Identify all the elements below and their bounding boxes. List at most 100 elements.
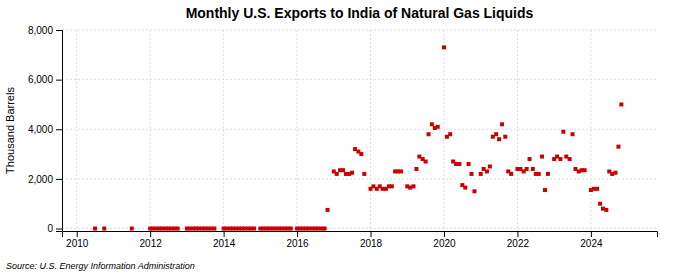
tick: 2010: [66, 231, 89, 249]
tick-mark: [56, 179, 62, 180]
point: [531, 167, 535, 171]
points: [93, 45, 623, 230]
point: [436, 125, 440, 129]
point: [335, 172, 339, 176]
point: [558, 157, 562, 161]
axis-line: [56, 31, 63, 232]
point: [497, 137, 501, 141]
point: [598, 202, 602, 206]
tick: 2022: [507, 231, 530, 249]
tick-mark: [297, 231, 298, 237]
point: [463, 186, 467, 190]
y-axis-label: Thousand Barrels: [4, 87, 16, 174]
grid-line: [76, 30, 77, 231]
tick: 2024: [580, 231, 603, 249]
tick-label: 2014: [213, 238, 236, 249]
point: [571, 132, 575, 136]
y-axis: 0 2,000 4,000 6,000 8,000: [28, 25, 63, 235]
point: [470, 172, 474, 176]
point: [130, 227, 134, 231]
tick-label: 2016: [286, 238, 309, 249]
grid-line: [62, 30, 657, 31]
tick: 8,000: [28, 25, 62, 36]
tick-label: 2,000: [28, 174, 53, 185]
tick-label: 6,000: [28, 74, 53, 85]
tick-mark: [517, 231, 518, 237]
tick-label: 2010: [66, 238, 89, 249]
point: [467, 162, 471, 166]
point: [323, 227, 327, 231]
point: [424, 160, 428, 164]
grid-line: [370, 30, 371, 231]
point: [362, 172, 366, 176]
point: [479, 172, 483, 176]
point: [546, 172, 550, 176]
point: [359, 152, 363, 156]
point: [509, 172, 513, 176]
x-axis: 2010 2012 2014 2016 2018 2020 2022 2024: [63, 231, 658, 249]
point: [525, 167, 529, 171]
tick-label: 2024: [580, 238, 603, 249]
point: [341, 168, 345, 172]
point: [252, 227, 256, 231]
point: [414, 167, 418, 171]
point: [390, 184, 394, 188]
tick-label: 2012: [140, 238, 163, 249]
tick-label: 2018: [360, 238, 383, 249]
grid-line: [443, 30, 444, 231]
tick-label: 8,000: [28, 25, 53, 36]
annotation: Source: U.S. Energy Information Administ…: [6, 261, 195, 271]
plot-area: 2010 2012 2014 2016 2018 2020 2022 2024 0 2,000 4,…: [28, 25, 658, 249]
axis-line: [63, 232, 658, 238]
grid-line: [150, 30, 151, 231]
point: [289, 227, 293, 231]
tick: 2014: [213, 231, 236, 249]
point: [430, 122, 434, 126]
point: [503, 135, 507, 139]
point: [102, 227, 106, 231]
grid-line: [62, 178, 657, 179]
grid-line: [590, 30, 591, 231]
grid-line: [62, 79, 657, 80]
point: [616, 145, 620, 149]
point: [543, 188, 547, 192]
title: Monthly U.S. Exports to India of Natural…: [186, 5, 534, 21]
point: [427, 132, 431, 136]
point: [399, 169, 403, 173]
point: [568, 157, 572, 161]
grid: [62, 30, 657, 231]
tick: 6,000: [28, 74, 62, 85]
grid-line: [297, 30, 298, 231]
point: [583, 168, 587, 172]
tick: 2,000: [28, 174, 62, 185]
tick: 4,000: [28, 124, 62, 135]
grid-line: [517, 30, 518, 231]
tick: 2020: [433, 231, 456, 249]
tick-label: 2022: [507, 238, 530, 249]
tick-mark: [444, 231, 445, 237]
tick-mark: [591, 231, 592, 237]
tick-mark: [224, 231, 225, 237]
point: [540, 155, 544, 159]
point: [457, 162, 461, 166]
point: [442, 45, 446, 49]
tick-label: 2020: [433, 238, 456, 249]
point: [500, 122, 504, 126]
tick: 0: [47, 223, 62, 234]
tick-mark: [77, 231, 78, 237]
chart: 2010 2012 2014 2016 2018 2020 2022 2024 0 2,000 4,…: [0, 0, 675, 275]
tick-mark: [56, 229, 62, 230]
point: [619, 102, 623, 106]
point: [613, 171, 617, 175]
tick-label: 0: [47, 223, 53, 234]
grid-line: [223, 30, 224, 231]
point: [528, 157, 532, 161]
tick-mark: [56, 129, 62, 130]
tick: 2018: [360, 231, 383, 249]
tick-mark: [371, 231, 372, 237]
tick-mark: [56, 80, 62, 81]
tick-label: 4,000: [28, 124, 53, 135]
point: [537, 172, 541, 176]
grid-line: [62, 129, 657, 130]
point: [472, 189, 476, 193]
